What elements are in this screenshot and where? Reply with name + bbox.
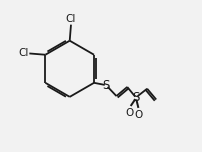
Text: S: S	[133, 91, 140, 104]
Text: O: O	[135, 110, 143, 120]
Text: O: O	[125, 108, 133, 118]
Text: Cl: Cl	[18, 48, 28, 59]
Text: Cl: Cl	[66, 14, 76, 24]
Text: S: S	[102, 79, 110, 92]
